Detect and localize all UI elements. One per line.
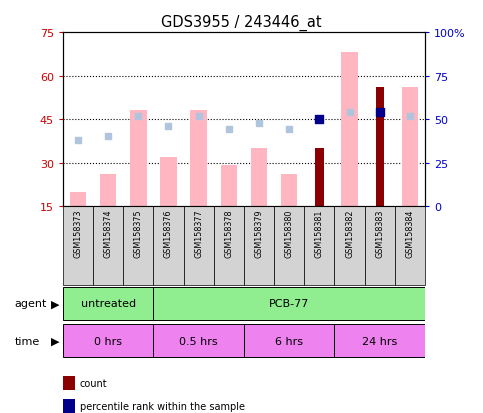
- Text: GSM158383: GSM158383: [375, 209, 384, 257]
- Text: percentile rank within the sample: percentile rank within the sample: [80, 401, 245, 411]
- Bar: [365, 206, 395, 285]
- Bar: [63, 324, 154, 357]
- Bar: [402, 88, 418, 206]
- Text: GDS3955 / 243446_at: GDS3955 / 243446_at: [161, 14, 322, 31]
- Text: time: time: [14, 336, 40, 346]
- Text: GSM158380: GSM158380: [284, 209, 294, 257]
- Bar: [70, 192, 86, 206]
- Point: [285, 127, 293, 133]
- Bar: [281, 175, 298, 206]
- Text: GSM158379: GSM158379: [255, 209, 264, 257]
- Text: 0.5 hrs: 0.5 hrs: [179, 336, 218, 346]
- Point: [74, 137, 82, 144]
- Text: count: count: [80, 378, 107, 388]
- Bar: [274, 206, 304, 285]
- Bar: [334, 324, 425, 357]
- Point: [346, 109, 354, 116]
- Bar: [154, 206, 184, 285]
- Text: ▶: ▶: [51, 299, 59, 309]
- Text: GSM158381: GSM158381: [315, 209, 324, 257]
- Bar: [395, 206, 425, 285]
- Point: [195, 113, 202, 120]
- Bar: [93, 206, 123, 285]
- Point: [255, 120, 263, 126]
- Bar: [244, 324, 334, 357]
- Text: 24 hrs: 24 hrs: [362, 336, 398, 346]
- Text: PCB-77: PCB-77: [269, 299, 310, 309]
- Bar: [221, 166, 237, 206]
- Bar: [213, 206, 244, 285]
- Bar: [130, 111, 146, 206]
- Bar: [63, 287, 154, 320]
- Text: GSM158376: GSM158376: [164, 209, 173, 257]
- Text: 0 hrs: 0 hrs: [94, 336, 122, 346]
- Text: GSM158375: GSM158375: [134, 209, 143, 257]
- Point: [104, 134, 112, 140]
- Point: [134, 113, 142, 120]
- Text: agent: agent: [14, 299, 47, 309]
- Text: GSM158382: GSM158382: [345, 209, 354, 257]
- Bar: [154, 287, 425, 320]
- Bar: [376, 88, 384, 206]
- Bar: [100, 175, 116, 206]
- Bar: [334, 206, 365, 285]
- Bar: [160, 157, 177, 206]
- Bar: [304, 206, 334, 285]
- Text: GSM158377: GSM158377: [194, 209, 203, 257]
- Bar: [184, 206, 213, 285]
- Text: ▶: ▶: [51, 336, 59, 346]
- Text: GSM158374: GSM158374: [103, 209, 113, 257]
- Bar: [63, 206, 93, 285]
- Point: [225, 127, 233, 133]
- Text: GSM158378: GSM158378: [224, 209, 233, 257]
- Bar: [154, 324, 244, 357]
- Bar: [123, 206, 154, 285]
- Bar: [244, 206, 274, 285]
- Text: 6 hrs: 6 hrs: [275, 336, 303, 346]
- Bar: [315, 149, 324, 206]
- Bar: [341, 53, 358, 206]
- Bar: [190, 111, 207, 206]
- Point: [376, 109, 384, 116]
- Text: untreated: untreated: [81, 299, 136, 309]
- Point: [406, 113, 414, 120]
- Point: [315, 116, 323, 123]
- Bar: [251, 149, 267, 206]
- Text: GSM158373: GSM158373: [73, 209, 83, 257]
- Text: GSM158384: GSM158384: [405, 209, 414, 257]
- Point: [165, 123, 172, 130]
